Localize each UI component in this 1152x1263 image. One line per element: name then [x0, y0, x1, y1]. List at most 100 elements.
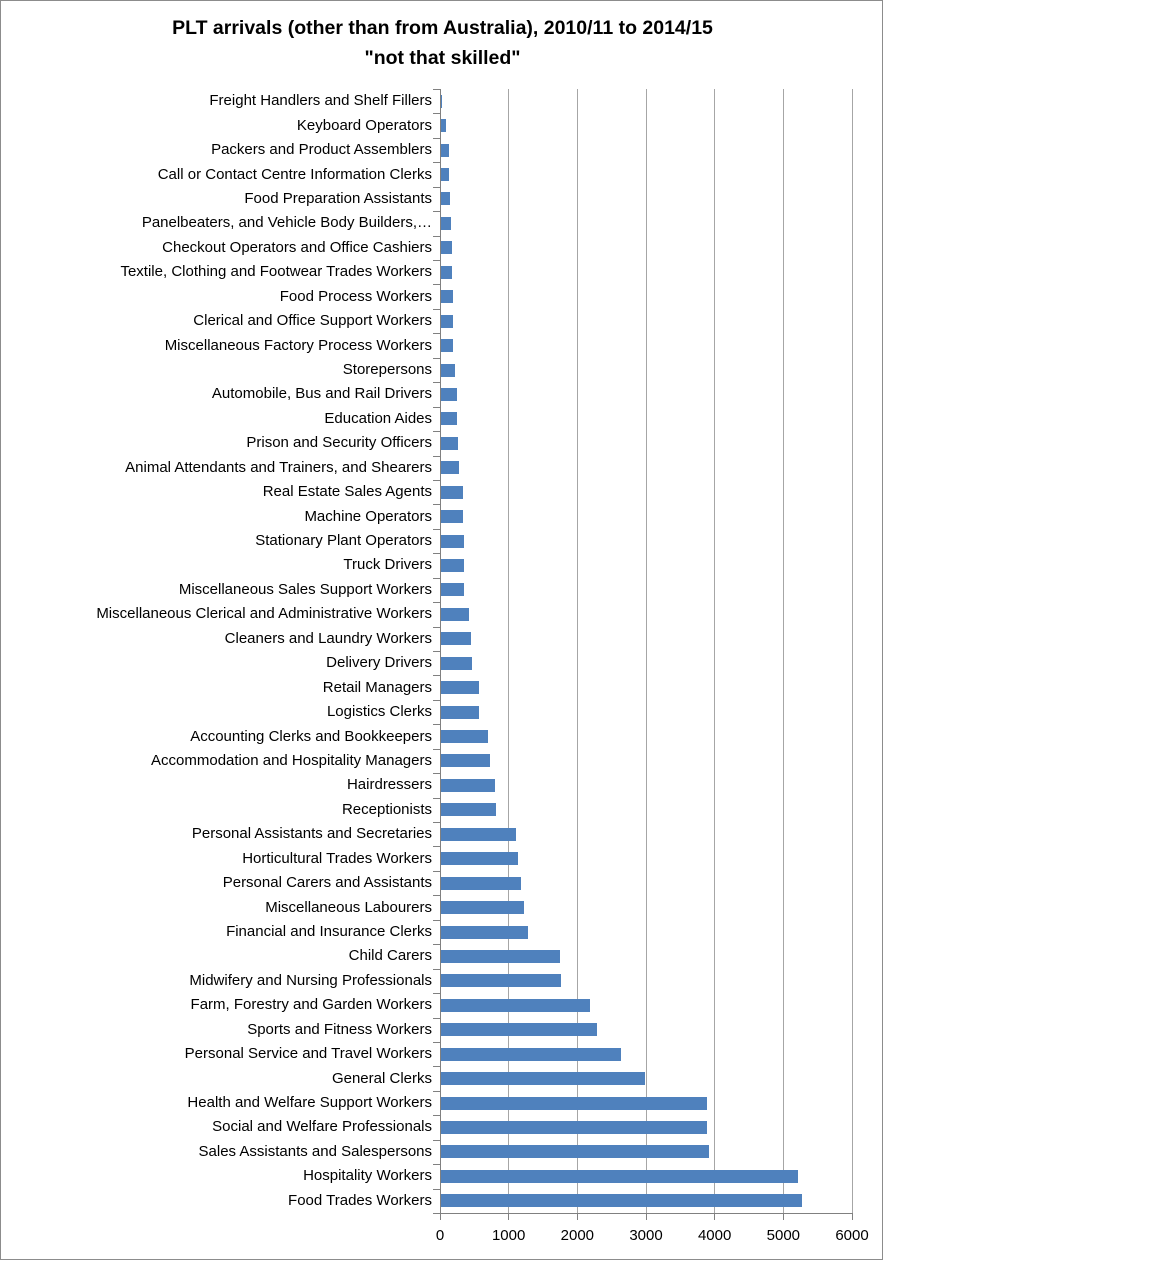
category-axis-tick [433, 357, 440, 359]
gridline [508, 89, 510, 1213]
bar [440, 778, 495, 792]
category-label: Panelbeaters, and Vehicle Body Builders,… [141, 214, 432, 232]
category-axis-tick [433, 89, 440, 90]
bar [440, 1145, 709, 1159]
category-label: Delivery Drivers [326, 654, 432, 672]
category-axis-tick [433, 1090, 440, 1092]
value-axis-tick [439, 1214, 441, 1220]
category-axis-tick [433, 1066, 440, 1068]
category-label: Sports and Fitness Workers [247, 1020, 432, 1038]
bar [440, 681, 479, 695]
bar [440, 998, 590, 1012]
category-label: Prison and Security Officers [246, 434, 432, 452]
bar [440, 1023, 597, 1037]
gridline [645, 89, 647, 1213]
category-axis-tick [433, 870, 440, 872]
category-label: Miscellaneous Labourers [265, 898, 432, 916]
bar [440, 314, 453, 328]
bar [440, 730, 488, 744]
category-label: Food Preparation Assistants [244, 189, 432, 207]
category-axis-tick [433, 553, 440, 555]
value-axis-label: 1000 [491, 1227, 526, 1244]
category-label: Truck Drivers [343, 556, 432, 574]
category-axis-tick [433, 675, 440, 677]
value-axis-label: 6000 [835, 1227, 869, 1244]
category-axis-tick [433, 919, 440, 921]
category-axis-tick [433, 993, 440, 995]
category-axis-tick [433, 651, 440, 652]
bar [440, 583, 464, 597]
category-axis-tick [433, 211, 440, 213]
bar [440, 558, 464, 572]
category-label: General Clerks [331, 1069, 432, 1087]
category-axis-tick [433, 235, 440, 237]
category-label: Accounting Clerks and Bookkeepers [190, 727, 432, 745]
bar [440, 1072, 645, 1086]
category-label: Accommodation and Hospitality Managers [151, 751, 432, 769]
category-label: Automobile, Bus and Rail Drivers [211, 385, 432, 403]
bar [440, 485, 463, 499]
bar [440, 1194, 802, 1208]
category-axis-tick [433, 113, 440, 115]
category-axis-tick [433, 944, 440, 946]
chart-title: PLT arrivals (other than from Australia)… [172, 17, 713, 39]
category-label: Animal Attendants and Trainers, and Shea… [125, 458, 432, 476]
bar [440, 607, 469, 621]
bar [440, 510, 463, 524]
category-label: Food Process Workers [279, 287, 432, 305]
category-label: Clerical and Office Support Workers [193, 312, 432, 330]
bar [440, 412, 457, 426]
category-axis-tick [433, 1017, 440, 1019]
category-axis-tick [433, 382, 440, 384]
category-label: Call or Contact Centre Information Clerk… [157, 165, 432, 183]
category-label: Hairdressers [346, 776, 432, 794]
value-axis-tick [645, 1214, 647, 1220]
category-label: Retail Managers [322, 678, 432, 696]
bar [440, 192, 450, 206]
category-axis-tick [433, 724, 440, 726]
category-axis-tick [433, 1041, 440, 1043]
bar [440, 534, 464, 548]
value-axis-line [433, 1213, 853, 1214]
category-label: Health and Welfare Support Workers [187, 1094, 432, 1112]
bar [440, 876, 521, 890]
category-axis-tick [433, 308, 440, 310]
category-label: Midwifery and Nursing Professionals [189, 971, 432, 989]
category-label: Personal Carers and Assistants [222, 874, 432, 892]
category-label: Sales Assistants and Salespersons [198, 1142, 432, 1160]
category-label: Packers and Product Assemblers [211, 141, 432, 159]
category-label: Farm, Forestry and Garden Workers [190, 996, 432, 1014]
category-label: Cleaners and Laundry Workers [224, 629, 432, 647]
category-axis-tick [433, 528, 440, 530]
bar [440, 754, 490, 768]
category-axis-tick [433, 602, 440, 604]
value-axis-label: 4000 [697, 1227, 732, 1244]
bar [440, 339, 453, 353]
category-axis-tick [433, 333, 440, 335]
category-label: Food Trades Workers [288, 1191, 432, 1209]
category-axis-tick [433, 1115, 440, 1117]
plot-area [440, 89, 853, 1213]
category-label: Financial and Insurance Clerks [226, 923, 432, 940]
category-label: Education Aides [324, 409, 432, 427]
category-axis-tick [433, 773, 440, 775]
chart-frame: PLT arrivals (other than from Australia)… [0, 0, 883, 1260]
bar [440, 827, 516, 841]
bar [440, 974, 561, 988]
gridline [714, 89, 716, 1213]
gridline [576, 89, 578, 1213]
category-label: Logistics Clerks [326, 703, 432, 721]
category-label: Child Carers [348, 947, 432, 965]
category-label: Machine Operators [304, 507, 432, 525]
bar [440, 1169, 798, 1183]
category-axis-tick [433, 626, 440, 628]
category-label: Personal Assistants and Secretaries [191, 825, 432, 843]
value-axis-tick [576, 1214, 578, 1220]
bar [440, 656, 472, 670]
bar [440, 803, 496, 817]
category-axis-tick [433, 577, 440, 579]
category-axis-tick [433, 284, 440, 286]
bar [440, 1120, 707, 1134]
gridline [851, 89, 853, 1213]
